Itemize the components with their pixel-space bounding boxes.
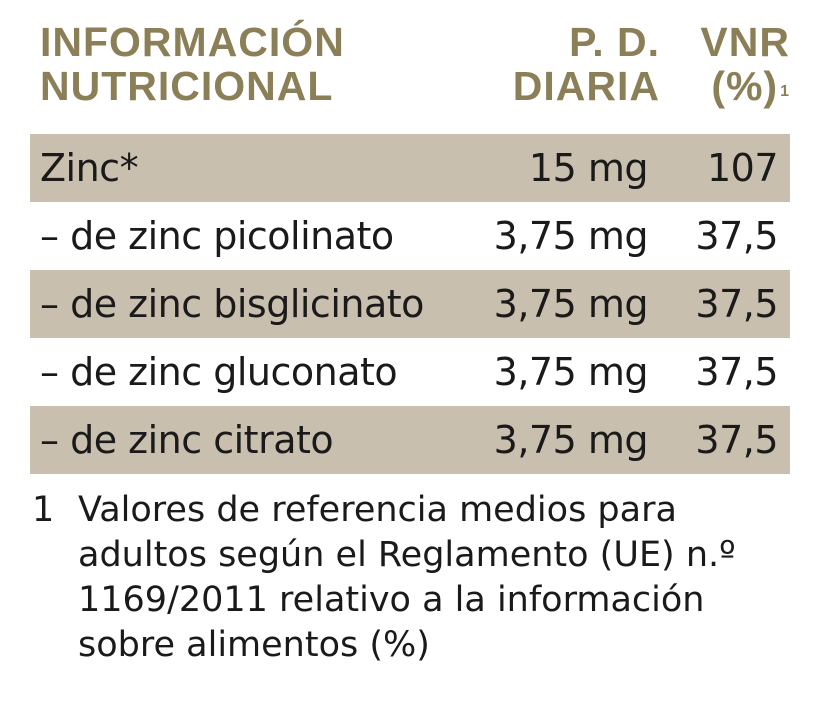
header-title: INFORMACIÓN NUTRICIONAL xyxy=(40,20,345,108)
row-vnr: 37,5 xyxy=(695,282,778,326)
row-daily-dose: 3,75 mg xyxy=(493,350,649,394)
table-row: – de zinc picolinato 3,75 mg 37,5 xyxy=(30,202,790,270)
header-vnr: VNR (%) 1 xyxy=(700,20,790,108)
row-name: Zinc* xyxy=(40,146,139,190)
row-vnr: 107 xyxy=(706,146,779,190)
header-vnr-footnote-mark: 1 xyxy=(780,83,790,100)
footnote-number: 1 xyxy=(32,490,55,530)
row-daily-dose: 3,75 mg xyxy=(493,214,649,258)
table-row: – de zinc citrato 3,75 mg 37,5 xyxy=(30,406,790,474)
row-vnr: 37,5 xyxy=(695,418,778,462)
row-name: – de zinc bisglicinato xyxy=(40,282,424,326)
row-name: – de zinc picolinato xyxy=(40,214,394,258)
row-daily-dose: 15 mg xyxy=(528,146,649,190)
header-pd-line1: P. D. xyxy=(569,19,660,65)
footnote-text: Valores de referencia medios para adulto… xyxy=(78,490,736,665)
table-row: – de zinc bisglicinato 3,75 mg 37,5 xyxy=(30,270,790,338)
header-vnr-line1: VNR xyxy=(700,19,790,65)
table-row: Zinc* 15 mg 107 xyxy=(30,134,790,202)
row-daily-dose: 3,75 mg xyxy=(493,282,649,326)
table-row: – de zinc gluconato 3,75 mg 37,5 xyxy=(30,338,790,406)
table-header: INFORMACIÓN NUTRICIONAL P. D. DIARIA VNR… xyxy=(40,20,792,120)
header-pd-line2: DIARIA xyxy=(512,63,660,109)
header-vnr-unit: (%) xyxy=(711,63,779,109)
row-name: – de zinc citrato xyxy=(40,418,334,462)
header-pd: P. D. DIARIA xyxy=(513,20,660,108)
row-vnr: 37,5 xyxy=(695,214,778,258)
header-title-line1: INFORMACIÓN xyxy=(40,19,345,65)
nutrition-table: Zinc* 15 mg 107 – de zinc picolinato 3,7… xyxy=(30,134,790,474)
row-name: – de zinc gluconato xyxy=(40,350,398,394)
header-title-line2: NUTRICIONAL xyxy=(40,63,334,109)
row-vnr: 37,5 xyxy=(695,350,778,394)
row-daily-dose: 3,75 mg xyxy=(493,418,649,462)
header-vnr-line2: (%) 1 xyxy=(700,64,790,108)
